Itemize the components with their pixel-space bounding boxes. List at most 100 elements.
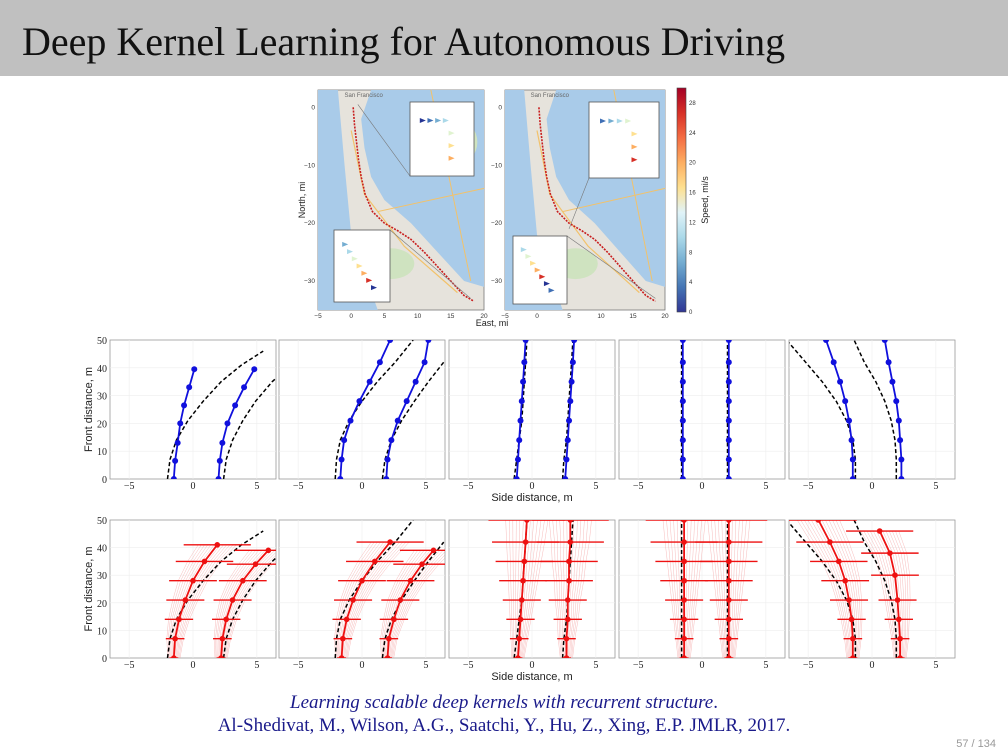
observed-point — [679, 359, 686, 366]
predicted-point — [726, 520, 732, 523]
inset-arrow — [361, 270, 368, 276]
observed-point — [174, 439, 181, 446]
predicted-point — [897, 635, 903, 642]
map-x-tick: 20 — [480, 313, 488, 320]
map-y-tick: −10 — [491, 162, 502, 169]
observed-point — [679, 378, 686, 385]
map-x-tick: 20 — [661, 313, 669, 320]
sample-trajectory — [734, 520, 751, 658]
road — [377, 187, 485, 213]
sample-trajectory — [662, 520, 679, 658]
inset-arrow — [342, 241, 349, 247]
observed-point — [412, 378, 419, 385]
plot-area — [789, 520, 919, 658]
observed-point — [522, 340, 529, 343]
predicted-point — [848, 616, 855, 623]
observed-point — [571, 340, 578, 343]
plot-area — [488, 520, 609, 658]
predicted-point — [517, 616, 524, 623]
predicted-point — [214, 542, 221, 548]
ocean-water — [318, 90, 378, 310]
predicted-point — [359, 577, 365, 584]
inset-arrow — [366, 277, 373, 283]
trajectory-panel-observed-5: −5 0 5 — [788, 339, 956, 492]
ground-truth-line — [334, 520, 414, 658]
observed-line — [339, 340, 391, 479]
x-tick-label: 5 — [933, 660, 938, 671]
colorbar — [676, 87, 687, 313]
predicted-line — [517, 520, 528, 658]
observed-point — [517, 417, 524, 424]
predicted-point — [836, 558, 842, 565]
observed-point — [387, 340, 394, 343]
map-x-tick: 0 — [535, 313, 539, 320]
observed-point — [569, 359, 576, 366]
sample-trajectory — [688, 520, 702, 658]
plot-area — [679, 340, 732, 479]
predicted-point — [563, 655, 570, 658]
observed-point — [172, 457, 179, 464]
sample-trajectory — [521, 520, 542, 658]
x-axis-label: Side distance, m — [491, 492, 572, 504]
map-x-tick: −5 — [501, 313, 509, 320]
predicted-point — [190, 577, 196, 584]
y-axis-label: Front distance, m — [83, 367, 95, 452]
inset-arrow — [616, 118, 623, 124]
trajectory-panel-observed-3: −5 0 5 — [448, 339, 616, 492]
sample-trajectory — [687, 520, 699, 658]
map-y-tick: −20 — [304, 220, 315, 227]
observed-point — [224, 420, 231, 427]
predicted-point — [182, 597, 189, 603]
observed-point — [679, 398, 686, 405]
predicted-point — [887, 550, 893, 556]
predicted-point — [726, 558, 732, 565]
inset-arrow — [625, 118, 632, 124]
x-tick-label: −5 — [803, 481, 814, 492]
x-tick-label: 5 — [763, 481, 768, 492]
inset-arrow — [442, 118, 449, 123]
inset-arrow — [356, 263, 363, 269]
inset-arrow — [608, 118, 615, 124]
y-tick-label: 50 — [97, 516, 107, 527]
inset-arrow — [427, 118, 434, 123]
sample-trajectory — [518, 520, 531, 658]
observed-point — [679, 476, 686, 479]
predicted-point — [563, 635, 570, 642]
inset-arrow — [534, 267, 541, 273]
predicted-point — [726, 539, 732, 545]
observed-point — [725, 398, 732, 405]
observed-point — [898, 456, 905, 463]
observed-point — [849, 456, 856, 463]
predicted-point — [726, 655, 732, 658]
observed-point — [725, 417, 732, 424]
plot-area — [334, 340, 445, 479]
x-tick-label: −5 — [124, 481, 135, 492]
colorbar-tick: 24 — [689, 131, 696, 137]
caption-title-line: Learning scalable deep kernels with recu… — [0, 692, 1008, 714]
sample-trajectory — [505, 520, 513, 658]
observed-point — [679, 340, 686, 343]
sample-trajectory — [686, 520, 695, 658]
x-tick-label: 0 — [360, 660, 365, 671]
predicted-point — [176, 616, 182, 623]
observed-point — [889, 378, 896, 385]
observed-point — [366, 378, 373, 385]
inset-connector — [568, 177, 590, 230]
predicted-point — [564, 616, 571, 623]
inset-arrow — [448, 143, 455, 149]
inset-box — [588, 101, 660, 179]
y-tick-label: 0 — [102, 654, 107, 665]
map-y-tick: −30 — [491, 278, 502, 285]
y-tick-label: 10 — [97, 626, 107, 637]
observed-point — [563, 456, 570, 463]
observed-point — [567, 398, 574, 405]
inset-arrow — [520, 247, 527, 253]
predicted-point — [726, 577, 732, 584]
x-tick-label: −5 — [463, 481, 474, 492]
predicted-point — [387, 539, 393, 545]
inset-arrow — [525, 253, 532, 259]
observed-point — [830, 359, 837, 366]
observed-point — [383, 476, 390, 479]
x-tick-label: −5 — [463, 660, 474, 671]
